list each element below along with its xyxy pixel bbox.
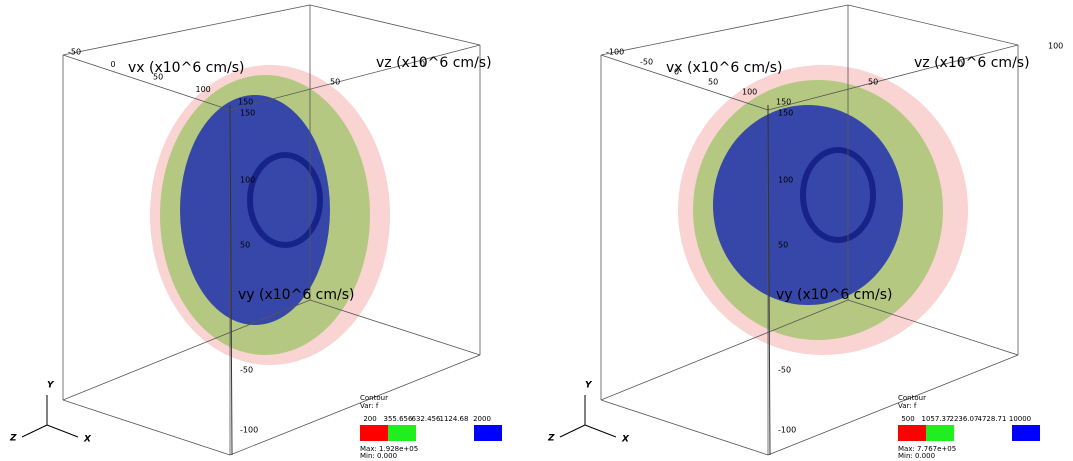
box-edge <box>601 400 768 455</box>
legend-level: 4728.71 <box>978 415 1007 423</box>
legend-swatch <box>926 425 954 441</box>
y-tick-label: -50 <box>778 366 791 375</box>
legend-swatch <box>1012 425 1040 441</box>
y-tick-label: 100 <box>778 176 793 185</box>
z-axis-label: vz (x10^6 cm/s) <box>914 55 1030 71</box>
y-tick-label: -100 <box>240 426 258 435</box>
triad-x <box>47 425 78 437</box>
box-edge <box>601 5 848 55</box>
panel: vx (x10^6 cm/s) vz (x10^6 cm/s) vy (x10^6 … <box>547 5 1063 460</box>
legend-var: Var: f <box>898 402 917 410</box>
y-tick-label: 150 <box>240 109 255 118</box>
x-tick-label: 0 <box>674 68 679 77</box>
legend-swatch <box>388 425 416 441</box>
y-tick-label: 100 <box>240 176 255 185</box>
triad-z <box>560 425 585 437</box>
x-tick-label: 150 <box>238 98 253 107</box>
legend-title: Contour <box>898 394 926 402</box>
legend-level: 200 <box>363 415 376 423</box>
legend-title: Contour <box>360 394 388 402</box>
z-tick-label: 50 <box>330 78 340 87</box>
x-tick-label: 100 <box>196 85 211 94</box>
box-edge <box>63 5 310 55</box>
page: vx (x10^6 cm/s) vz (x10^6 cm/s) vy (x10^6 … <box>0 0 1073 461</box>
legend-min: Min: 0.000 <box>898 452 935 460</box>
triad-z <box>22 425 47 437</box>
panel: vx (x10^6 cm/s) vz (x10^6 cm/s) vy (x10^6 … <box>9 5 502 460</box>
z-tick-label: 0 <box>420 60 425 69</box>
triad-y-label: Y <box>585 381 593 391</box>
x-tick-label: 100 <box>742 88 757 97</box>
legend-level: 2236.07 <box>950 415 979 423</box>
triad-x <box>585 425 616 437</box>
box-edge <box>63 400 230 455</box>
y-tick-label: -100 <box>778 426 796 435</box>
triad-z-label: Z <box>547 434 555 444</box>
legend-level: 10000 <box>1009 415 1031 423</box>
legend-level: 355.656 <box>384 415 413 423</box>
x-tick-label: -50 <box>640 58 653 67</box>
visualization: vx (x10^6 cm/s) vz (x10^6 cm/s) vy (x10^6 … <box>0 0 1073 461</box>
y-tick-label: 150 <box>778 109 793 118</box>
z-tick-label: 0 <box>958 60 963 69</box>
box-edge <box>768 355 1018 455</box>
box-edge <box>848 5 1018 45</box>
z-axis-label: vz (x10^6 cm/s) <box>376 55 492 71</box>
y-tick-label: 50 <box>778 241 788 250</box>
legend-swatch <box>360 425 388 441</box>
triad-z-label: Z <box>9 434 17 444</box>
triad-x-label: X <box>621 435 630 445</box>
x-tick-label: 50 <box>708 78 718 87</box>
triad-y-label: Y <box>47 381 55 391</box>
legend-level: 1057.37 <box>922 415 951 423</box>
triad-x-label: X <box>83 435 92 445</box>
x-axis-label: vx (x10^6 cm/s) <box>666 60 782 76</box>
y-tick-label: 50 <box>240 241 250 250</box>
legend-min: Min: 0.000 <box>360 452 397 460</box>
z-tick-label: 50 <box>868 78 878 87</box>
x-tick-label: 50 <box>153 73 163 82</box>
legend-swatch <box>474 425 502 441</box>
legend-swatch <box>898 425 926 441</box>
x-tick-label: 0 <box>111 60 116 69</box>
box-edge <box>230 355 480 455</box>
legend-level: 1124.68 <box>440 415 469 423</box>
x-tick-label: -50 <box>68 48 81 57</box>
legend-var: Var: f <box>360 402 379 410</box>
y-tick-label: -50 <box>240 366 253 375</box>
x-tick-label: -100 <box>606 48 624 57</box>
legend-level: 2000 <box>473 415 491 423</box>
z-tick-label: 100 <box>1048 42 1063 51</box>
x-axis-label: vx (x10^6 cm/s) <box>128 60 244 76</box>
y-axis-label: vy (x10^6 cm/s) <box>776 287 892 303</box>
x-tick-label: 150 <box>776 98 791 107</box>
legend-level: 632.456 <box>412 415 441 423</box>
box-edge <box>310 5 480 45</box>
legend-level: 500 <box>901 415 914 423</box>
y-axis-label: vy (x10^6 cm/s) <box>238 287 354 303</box>
